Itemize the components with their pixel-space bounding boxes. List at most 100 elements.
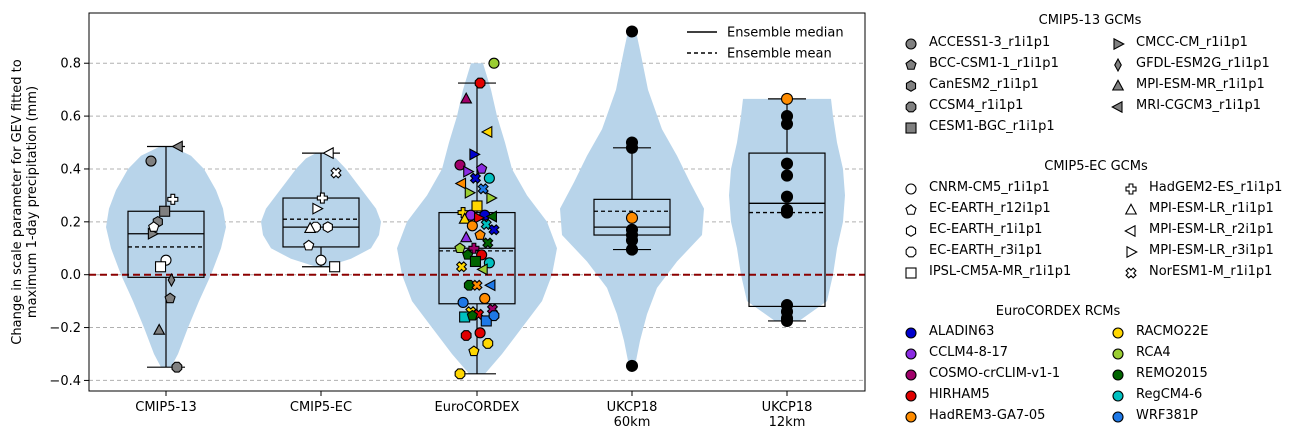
legend-marker-octagon (903, 244, 919, 260)
legend-item-label: MPI-ESM-LR_r1i1p1 (1149, 201, 1274, 216)
x-tick-label: UKCP18 (607, 400, 658, 415)
y-tick-label: −0.2 (49, 321, 81, 336)
legend-marker-circle (1110, 388, 1126, 404)
legend-title-eurocordex: EuroCORDEX RCMs (938, 304, 1178, 319)
data-point (455, 369, 465, 379)
legend-item-label: MPI-ESM-LR_r2i1p1 (1149, 222, 1274, 237)
legend-marker-octagon (903, 99, 919, 115)
data-point (782, 191, 793, 202)
legend-item-label: CNRM-CM5_r1i1p1 (929, 180, 1050, 195)
data-point (782, 158, 793, 169)
legend-item-label: EC-EARTH_r3i1p1 (929, 243, 1042, 258)
data-point (782, 207, 793, 218)
data-point (782, 119, 793, 130)
legend-marker-diamond (1110, 57, 1126, 73)
y-tick-label: 0.8 (60, 57, 81, 72)
legend-marker-circle (903, 325, 919, 341)
x-tick-label: EuroCORDEX (435, 400, 520, 415)
legend-marker-circle (1110, 346, 1126, 362)
data-point (782, 315, 793, 326)
legend-item-label: EC-EARTH_r1i1p1 (929, 222, 1042, 237)
legend-marker-hexagon (903, 223, 919, 239)
legend-item-label: EC-EARTH_r12i1p1 (929, 201, 1051, 216)
data-point (782, 170, 793, 181)
data-point (472, 201, 482, 211)
legend-marker-pentagon (903, 202, 919, 218)
legend-marker-circle (903, 36, 919, 52)
x-tick-label: 60km (614, 415, 651, 430)
data-point (484, 173, 494, 183)
legend-marker-circle (1110, 367, 1126, 383)
legend-item-label: NorESM1-M_r1i1p1 (1149, 264, 1272, 279)
data-point (483, 238, 493, 248)
data-point (331, 168, 341, 178)
data-point (323, 222, 332, 233)
data-point (461, 331, 471, 341)
y-tick-label: 0.0 (60, 268, 81, 283)
legend-item-label: IPSL-CM5A-MR_r1i1p1 (929, 264, 1071, 279)
legend-marker-circle (903, 388, 919, 404)
legend-marker-cross (1123, 181, 1139, 197)
legend-item-label: MRI-CGCM3_r1i1p1 (1136, 98, 1261, 113)
legend-marker-tri-up (1110, 78, 1126, 94)
legend-item-label: REMO2015 (1136, 366, 1208, 381)
legend-item-label: BCC-CSM1-1_r1i1p1 (929, 56, 1059, 71)
data-point (471, 173, 481, 183)
legend-label: Ensemble mean (727, 47, 832, 62)
data-point (489, 225, 499, 235)
data-point (160, 206, 170, 216)
legend-item-label: CanESM2_r1i1p1 (929, 77, 1039, 92)
legend-marker-tri-up (1123, 202, 1139, 218)
statistic-legend: Ensemble median Ensemble mean (681, 18, 859, 62)
legend-marker-square (903, 265, 919, 281)
x-tick-label: CMIP5-13 (135, 400, 196, 415)
y-axis-label: Change in scale parameter for GEV fitted… (10, 59, 25, 344)
legend-item-label: CESM1-BGC_r1i1p1 (929, 119, 1055, 134)
x-tick-label: CMIP5-EC (290, 400, 352, 415)
legend-marker-x-cross (1123, 265, 1139, 281)
legend-marker-circle (903, 367, 919, 383)
x-tick-label: UKCP18 (762, 400, 813, 415)
y-axis-label: maximum 1-day precipitation (mm) (25, 86, 40, 318)
data-point (489, 58, 499, 68)
data-point (627, 26, 638, 37)
legend-marker-circle (903, 346, 919, 362)
y-tick-label: 0.4 (60, 162, 81, 177)
legend-marker-tri-left (1123, 223, 1139, 239)
data-point (480, 293, 490, 303)
data-point (457, 262, 467, 272)
legend-marker-hexagon (903, 78, 919, 94)
legend-title-cmip5-ec: CMIP5-EC GCMs (976, 159, 1216, 174)
y-tick-label: 0.2 (60, 215, 81, 230)
data-point (627, 142, 638, 153)
legend-marker-tri-left (1110, 99, 1126, 115)
legend-item-label: RegCM4-6 (1136, 387, 1202, 402)
legend-marker-pentagon (903, 57, 919, 73)
legend-item-label: ALADIN63 (929, 324, 994, 339)
data-point (467, 221, 477, 231)
data-point (782, 93, 793, 104)
data-point (489, 311, 499, 321)
legend-item-label: GFDL-ESM2G_r1i1p1 (1136, 56, 1270, 71)
data-point (475, 328, 485, 338)
data-point (146, 156, 156, 166)
legend-marker-tri-right (1123, 244, 1139, 260)
legend-title-cmip5-13: CMIP5-13 GCMs (970, 13, 1210, 28)
legend-marker-square (903, 120, 919, 136)
legend-item-label: RACMO22E (1136, 324, 1208, 339)
data-point (627, 360, 638, 371)
data-point (458, 297, 468, 307)
x-tick-label: 12km (769, 415, 806, 430)
legend-item-label: CMCC-CM_r1i1p1 (1136, 35, 1248, 50)
legend-item-label: ACCESS1-3_r1i1p1 (929, 35, 1050, 50)
legend-item-label: COSMO-crCLIM-v1-1 (929, 366, 1060, 381)
legend-item-label: HadREM3-GA7-05 (929, 408, 1045, 423)
data-point (156, 262, 166, 272)
data-point (172, 362, 182, 372)
data-point (483, 339, 493, 349)
data-point (475, 78, 485, 88)
legend-item-label: CCLM4-8-17 (929, 345, 1008, 360)
data-point (472, 280, 482, 290)
legend-marker-circle (903, 409, 919, 425)
data-point (316, 255, 326, 265)
